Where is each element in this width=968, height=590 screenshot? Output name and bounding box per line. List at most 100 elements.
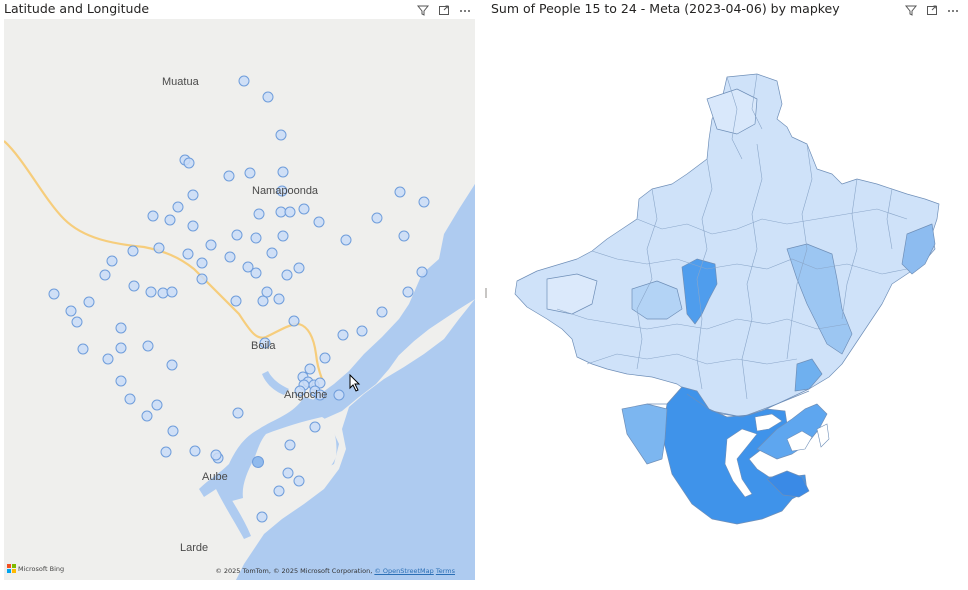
openstreetmap-link[interactable]: © OpenStreetMap — [374, 567, 434, 575]
location-bubble[interactable] — [418, 196, 430, 208]
location-bubble[interactable] — [166, 286, 178, 298]
location-bubble[interactable] — [253, 208, 265, 220]
location-bubble[interactable] — [376, 306, 388, 318]
location-bubble[interactable] — [256, 511, 268, 523]
location-bubble[interactable] — [250, 267, 262, 279]
location-bubble[interactable] — [65, 305, 77, 317]
location-bubble[interactable] — [314, 389, 326, 401]
location-bubble[interactable] — [205, 239, 217, 251]
location-bubble[interactable] — [259, 337, 271, 349]
location-bubble[interactable] — [141, 410, 153, 422]
location-bubble[interactable] — [187, 220, 199, 232]
location-bubble[interactable] — [313, 216, 325, 228]
more-options-icon[interactable] — [946, 2, 960, 16]
location-bubble[interactable] — [371, 212, 383, 224]
location-bubble[interactable] — [115, 342, 127, 354]
location-bubble[interactable] — [189, 445, 201, 457]
location-bubble[interactable] — [147, 210, 159, 222]
resize-handle[interactable] — [485, 288, 487, 298]
location-bubble[interactable] — [106, 255, 118, 267]
location-bubble[interactable] — [238, 75, 250, 87]
location-bubble[interactable] — [284, 206, 296, 218]
location-bubble[interactable] — [333, 389, 345, 401]
location-bubble[interactable] — [252, 456, 264, 468]
location-bubble[interactable] — [356, 325, 368, 337]
location-bubble[interactable] — [294, 385, 306, 397]
location-bubble[interactable] — [210, 449, 222, 461]
visual-header-icons — [416, 2, 472, 16]
choropleth-map[interactable] — [487, 19, 968, 586]
location-bubble[interactable] — [242, 261, 254, 273]
location-bubble[interactable] — [244, 167, 256, 179]
filled-map-visual[interactable]: Sum of People 15 to 24 - Meta (2023-04-0… — [487, 0, 968, 586]
location-bubble[interactable] — [115, 322, 127, 334]
location-bubble[interactable] — [99, 269, 111, 281]
bubble-map[interactable]: Muatua Namapoonda Boila Angoche Aube Lar… — [4, 19, 475, 580]
location-bubble[interactable] — [124, 393, 136, 405]
location-bubble[interactable] — [416, 266, 428, 278]
location-bubble[interactable] — [273, 293, 285, 305]
location-bubble[interactable] — [71, 316, 83, 328]
location-bubble[interactable] — [282, 467, 294, 479]
more-options-icon[interactable] — [458, 2, 472, 16]
location-bubble[interactable] — [273, 485, 285, 497]
location-bubble[interactable] — [250, 232, 262, 244]
location-bubble[interactable] — [223, 170, 235, 182]
location-bubble[interactable] — [261, 286, 273, 298]
location-bubble[interactable] — [304, 363, 316, 375]
location-bubble[interactable] — [257, 295, 269, 307]
location-bubble[interactable] — [309, 421, 321, 433]
location-bubble[interactable] — [196, 257, 208, 269]
location-bubble[interactable] — [298, 203, 310, 215]
location-bubble[interactable] — [293, 262, 305, 274]
location-bubble[interactable] — [262, 91, 274, 103]
location-bubble[interactable] — [230, 295, 242, 307]
location-bubble[interactable] — [281, 269, 293, 281]
location-bubble[interactable] — [293, 475, 305, 487]
location-bubble[interactable] — [314, 377, 326, 389]
location-bubble[interactable] — [182, 248, 194, 260]
location-bubble[interactable] — [145, 286, 157, 298]
location-bubble[interactable] — [284, 439, 296, 451]
location-bubble[interactable] — [187, 189, 199, 201]
location-bubble[interactable] — [319, 352, 331, 364]
location-bubble[interactable] — [337, 329, 349, 341]
location-bubble[interactable] — [224, 251, 236, 263]
location-bubble[interactable] — [232, 407, 244, 419]
location-bubble[interactable] — [83, 296, 95, 308]
location-bubble[interactable] — [275, 129, 287, 141]
location-bubble[interactable] — [277, 230, 289, 242]
location-bubble[interactable] — [266, 247, 278, 259]
map-visual[interactable]: Latitude and Longitude — [0, 0, 480, 586]
location-bubble[interactable] — [340, 234, 352, 246]
location-bubble[interactable] — [48, 288, 60, 300]
location-bubble[interactable] — [142, 340, 154, 352]
terms-link[interactable]: Terms — [435, 567, 455, 575]
location-bubble[interactable] — [77, 343, 89, 355]
location-bubble[interactable] — [277, 166, 289, 178]
filter-icon[interactable] — [416, 2, 430, 16]
location-bubble[interactable] — [166, 359, 178, 371]
location-bubble[interactable] — [164, 214, 176, 226]
location-bubble[interactable] — [276, 185, 288, 197]
location-bubble[interactable] — [398, 230, 410, 242]
location-bubble[interactable] — [288, 315, 300, 327]
location-bubble[interactable] — [196, 273, 208, 285]
location-bubble[interactable] — [151, 399, 163, 411]
location-bubble[interactable] — [160, 446, 172, 458]
focus-mode-icon[interactable] — [925, 2, 939, 16]
location-bubble[interactable] — [157, 287, 169, 299]
location-bubble[interactable] — [172, 201, 184, 213]
filter-icon[interactable] — [904, 2, 918, 16]
location-bubble[interactable] — [402, 286, 414, 298]
location-bubble[interactable] — [394, 186, 406, 198]
location-bubble[interactable] — [115, 375, 127, 387]
location-bubble[interactable] — [127, 245, 139, 257]
location-bubble[interactable] — [167, 425, 179, 437]
location-bubble[interactable] — [128, 280, 140, 292]
location-bubble[interactable] — [153, 242, 165, 254]
location-bubble[interactable] — [231, 229, 243, 241]
focus-mode-icon[interactable] — [437, 2, 451, 16]
location-bubble[interactable] — [102, 353, 114, 365]
location-bubble[interactable] — [183, 157, 195, 169]
